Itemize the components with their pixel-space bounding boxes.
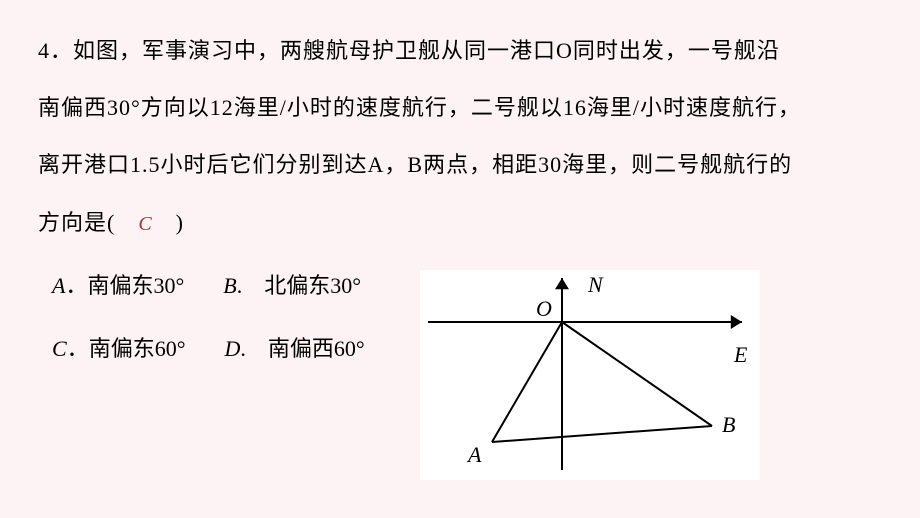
problem-text: 4．如图，军事演习中，两艘航母护卫舰从同一港口O同时出发，一号舰沿 南偏西30°… — [38, 22, 882, 251]
line2: 南偏西30°方向以12海里/小时的速度航行，二号舰以16海里/小时速度航行， — [38, 79, 882, 136]
answer-letter: C — [138, 213, 152, 235]
option-C-label: C — [52, 336, 67, 361]
option-B-label: B — [223, 273, 236, 298]
line4-suffix: ) — [153, 210, 184, 235]
option-A-text: ．南偏东30° — [65, 273, 184, 298]
svg-text:O: O — [536, 296, 552, 321]
line3: 离开港口1.5小时后它们分别到达A，B两点，相距30海里，则二号舰航行的 — [38, 136, 882, 193]
option-D-text: . 南偏西60° — [240, 336, 364, 361]
svg-text:B: B — [722, 412, 735, 437]
line4: 方向是( C ) — [38, 194, 882, 251]
line4-prefix: 方向是( — [38, 210, 138, 235]
svg-text:A: A — [466, 442, 482, 467]
svg-text:N: N — [587, 272, 604, 297]
line1: 4．如图，军事演习中，两艘航母护卫舰从同一港口O同时出发，一号舰沿 — [38, 22, 882, 79]
option-D-label: D — [225, 336, 241, 361]
geometry-figure: O N E A B — [420, 270, 760, 480]
option-B-text: . 北偏东30° — [237, 273, 361, 298]
option-C-text: ．南偏东60° — [67, 336, 186, 361]
option-A-label: A — [52, 273, 65, 298]
svg-text:E: E — [733, 342, 748, 367]
